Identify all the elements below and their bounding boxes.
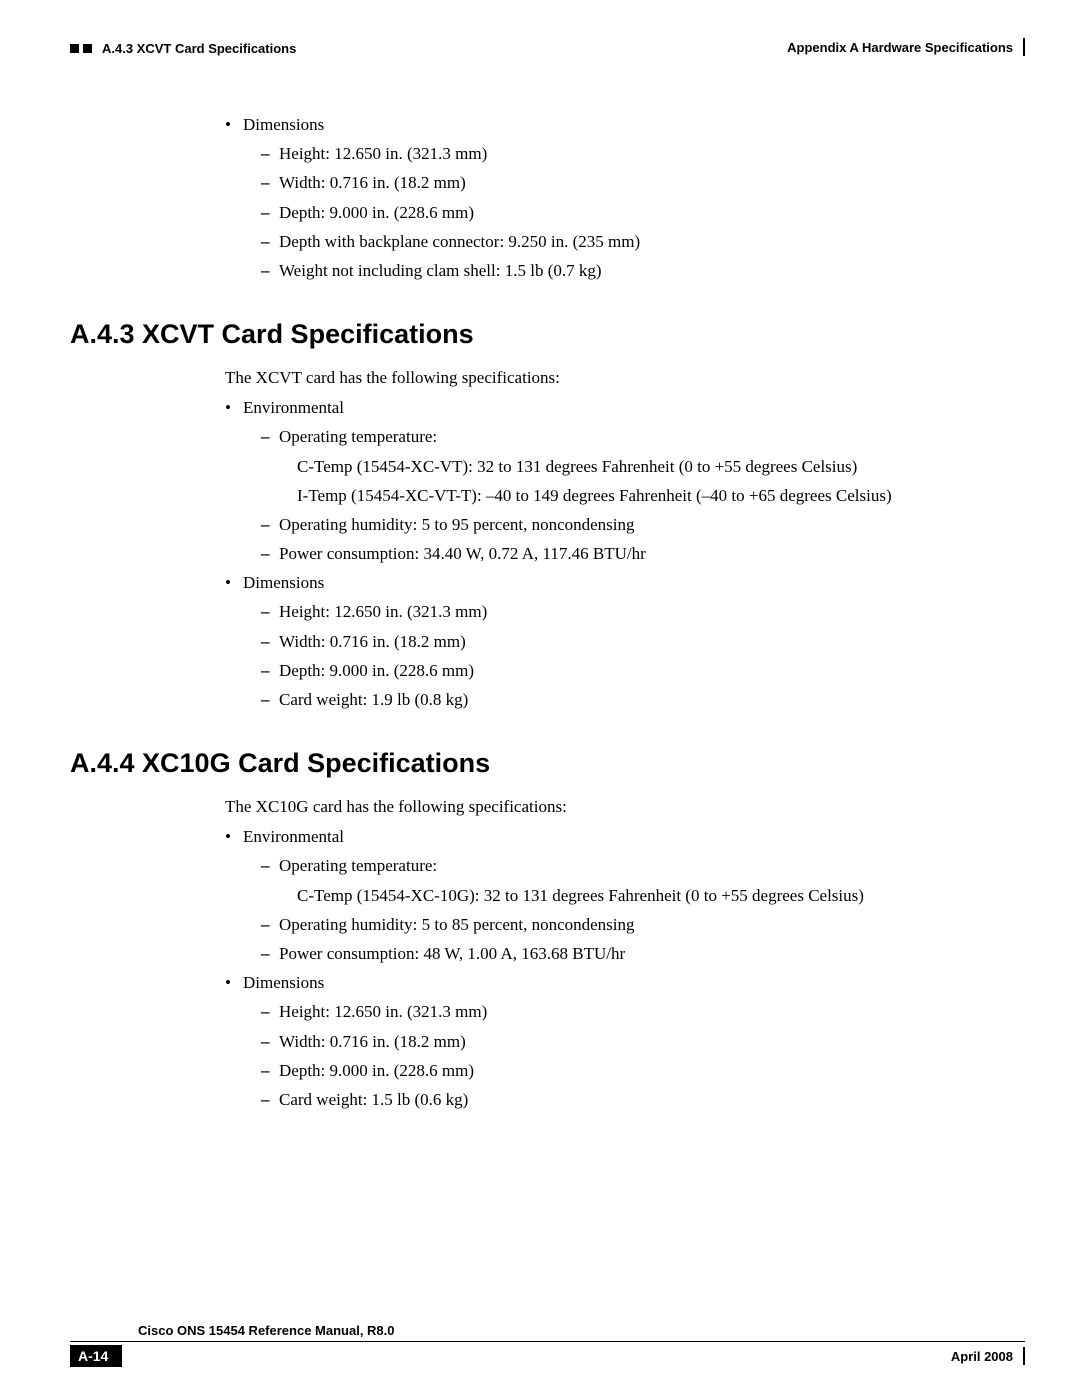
section-intro: The XC10G card has the following specifi… (225, 797, 1025, 817)
sub-item: Width: 0.716 in. (18.2 mm) (261, 169, 1025, 196)
list-item: Dimensions Height: 12.650 in. (321.3 mm)… (225, 969, 1025, 1113)
header-left: A.4.3 XCVT Card Specifications (70, 41, 296, 56)
sub-detail: C-Temp (15454-XC-10G): 32 to 131 degrees… (297, 882, 1025, 909)
sub-item: Weight not including clam shell: 1.5 lb … (261, 257, 1025, 284)
sub-item: Operating temperature: (261, 852, 1025, 879)
vertical-bar-icon (1023, 38, 1025, 56)
footer-date-text: April 2008 (951, 1349, 1013, 1364)
list-item: Dimensions Height: 12.650 in. (321.3 mm)… (225, 569, 1025, 713)
sub-list: Height: 12.650 in. (321.3 mm) Width: 0.7… (261, 140, 1025, 284)
page-number-badge: A-14 (70, 1345, 122, 1367)
sub-item: Card weight: 1.9 lb (0.8 kg) (261, 686, 1025, 713)
sub-item: Power consumption: 34.40 W, 0.72 A, 117.… (261, 540, 1025, 567)
top-spec-list: Dimensions Height: 12.650 in. (321.3 mm)… (225, 111, 1025, 284)
sub-item: Depth: 9.000 in. (228.6 mm) (261, 1057, 1025, 1084)
page-content: Dimensions Height: 12.650 in. (321.3 mm)… (70, 111, 1025, 1113)
sub-item: Height: 12.650 in. (321.3 mm) (261, 140, 1025, 167)
list-item: Dimensions Height: 12.650 in. (321.3 mm)… (225, 111, 1025, 284)
sub-detail: I-Temp (15454-XC-VT-T): –40 to 149 degre… (297, 482, 1025, 509)
bullet-label: Environmental (243, 827, 344, 846)
bullet-label: Dimensions (243, 573, 324, 592)
list-item: Environmental Operating temperature: C-T… (225, 823, 1025, 967)
footer-date: April 2008 (951, 1347, 1025, 1365)
header-appendix-label: Appendix A Hardware Specifications (787, 40, 1013, 55)
sub-item: Operating humidity: 5 to 85 percent, non… (261, 911, 1025, 938)
sub-item: Operating humidity: 5 to 95 percent, non… (261, 511, 1025, 538)
square-icon (70, 44, 79, 53)
spec-list-a43: Environmental Operating temperature: C-T… (225, 394, 1025, 713)
sub-list: Operating temperature: C-Temp (15454-XC-… (261, 852, 1025, 967)
page-header: A.4.3 XCVT Card Specifications Appendix … (70, 38, 1025, 56)
section-heading-a44: A.4.4 XC10G Card Specifications (70, 748, 1025, 779)
sub-item: Height: 12.650 in. (321.3 mm) (261, 998, 1025, 1025)
bullet-label: Dimensions (243, 973, 324, 992)
bullet-label: Environmental (243, 398, 344, 417)
list-item: Environmental Operating temperature: C-T… (225, 394, 1025, 567)
vertical-bar-icon (1023, 1347, 1025, 1365)
sub-item: Height: 12.650 in. (321.3 mm) (261, 598, 1025, 625)
sub-list: Height: 12.650 in. (321.3 mm) Width: 0.7… (261, 998, 1025, 1113)
header-right: Appendix A Hardware Specifications (787, 38, 1025, 56)
bullet-label: Dimensions (243, 115, 324, 134)
section-intro: The XCVT card has the following specific… (225, 368, 1025, 388)
sub-item: Operating temperature: (261, 423, 1025, 450)
sub-item: Depth: 9.000 in. (228.6 mm) (261, 199, 1025, 226)
footer-manual-title: Cisco ONS 15454 Reference Manual, R8.0 (70, 1323, 1025, 1342)
header-section-label: A.4.3 XCVT Card Specifications (102, 41, 296, 56)
spec-list-a44: Environmental Operating temperature: C-T… (225, 823, 1025, 1113)
sub-list: Height: 12.650 in. (321.3 mm) Width: 0.7… (261, 598, 1025, 713)
sub-list: Operating temperature: C-Temp (15454-XC-… (261, 423, 1025, 567)
sub-item: Card weight: 1.5 lb (0.6 kg) (261, 1086, 1025, 1113)
sub-item: Depth: 9.000 in. (228.6 mm) (261, 657, 1025, 684)
square-icon (83, 44, 92, 53)
page-footer: Cisco ONS 15454 Reference Manual, R8.0 A… (70, 1323, 1025, 1367)
footer-bottom: A-14 April 2008 (70, 1345, 1025, 1367)
sub-item: Width: 0.716 in. (18.2 mm) (261, 628, 1025, 655)
section-heading-a43: A.4.3 XCVT Card Specifications (70, 319, 1025, 350)
sub-detail: C-Temp (15454-XC-VT): 32 to 131 degrees … (297, 453, 1025, 480)
sub-item: Width: 0.716 in. (18.2 mm) (261, 1028, 1025, 1055)
sub-item: Power consumption: 48 W, 1.00 A, 163.68 … (261, 940, 1025, 967)
sub-item: Depth with backplane connector: 9.250 in… (261, 228, 1025, 255)
